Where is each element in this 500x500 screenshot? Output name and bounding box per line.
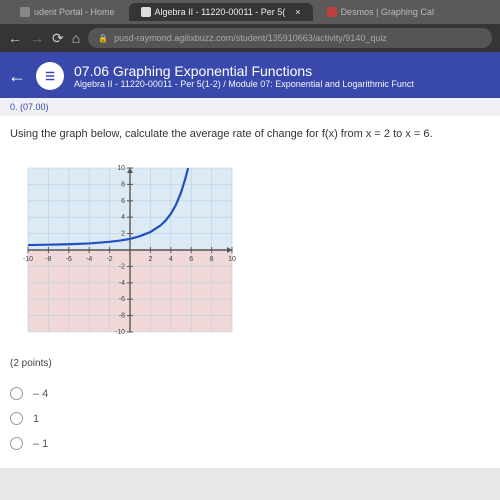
tab-icon	[141, 7, 151, 17]
svg-text:8: 8	[210, 256, 214, 263]
svg-text:-8: -8	[119, 313, 125, 320]
option-label: – 4	[33, 388, 48, 400]
svg-text:-10: -10	[23, 256, 33, 263]
option-label: 1	[33, 413, 39, 425]
home-icon[interactable]: ⌂	[72, 30, 80, 46]
url-bar[interactable]: 🔒 pusd-raymond.agilixbuzz.com/student/13…	[88, 28, 492, 48]
svg-text:-8: -8	[45, 256, 51, 263]
svg-text:6: 6	[121, 198, 125, 205]
tab-label: udent Portal - Home	[34, 7, 115, 17]
tab-portal[interactable]: udent Portal - Home	[8, 3, 127, 21]
tab-desmos[interactable]: Desmos | Graphing Cal	[315, 3, 446, 21]
graph: -10 -8 -6 -4 -2 2 4 6 8 10 -10 -8 -6 -4 -2 2 4 6 8 10	[10, 150, 250, 350]
svg-text:2: 2	[121, 231, 125, 238]
course-title: 07.06 Graphing Exponential Functions	[74, 63, 414, 79]
option-a[interactable]: – 4	[10, 381, 490, 406]
tab-icon	[327, 7, 337, 17]
forward-arrow-icon[interactable]: →	[30, 30, 44, 46]
points-label: (2 points)	[10, 358, 490, 369]
svg-text:-4: -4	[119, 280, 125, 287]
question-meta: 0. (07.00)	[0, 98, 500, 116]
url-text: pusd-raymond.agilixbuzz.com/student/1359…	[114, 33, 387, 43]
svg-text:2: 2	[148, 256, 152, 263]
svg-text:-2: -2	[119, 263, 125, 270]
radio-icon[interactable]	[10, 412, 23, 425]
back-arrow-icon[interactable]: ←	[8, 30, 22, 46]
tab-algebra[interactable]: Algebra II - 11220-00011 - Per 5( ×	[129, 3, 313, 21]
course-back-icon[interactable]: ←	[8, 66, 26, 87]
svg-text:10: 10	[117, 165, 125, 172]
svg-text:-2: -2	[106, 256, 112, 263]
answer-options: – 4 1 – 1	[10, 381, 490, 456]
tab-label: Desmos | Graphing Cal	[341, 7, 434, 17]
svg-text:-4: -4	[86, 256, 92, 263]
close-icon[interactable]: ×	[295, 7, 300, 17]
svg-text:4: 4	[121, 214, 125, 221]
nav-bar: ← → ⟳ ⌂ 🔒 pusd-raymond.agilixbuzz.com/st…	[0, 24, 500, 52]
svg-text:10: 10	[228, 256, 236, 263]
course-subtitle: Algebra II - 11220-00011 - Per 5(1-2) / …	[74, 79, 414, 89]
course-header: ← ☰ 07.06 Graphing Exponential Functions…	[0, 52, 500, 98]
svg-text:4: 4	[169, 256, 173, 263]
list-icon: ☰	[45, 70, 55, 83]
course-icon: ☰	[36, 62, 64, 90]
tab-icon	[20, 7, 30, 17]
browser-tabs: udent Portal - Home Algebra II - 11220-0…	[0, 0, 500, 24]
option-label: – 1	[33, 438, 48, 450]
svg-text:-6: -6	[66, 256, 72, 263]
content-area: Using the graph below, calculate the ave…	[0, 116, 500, 468]
option-c[interactable]: – 1	[10, 431, 490, 456]
reload-icon[interactable]: ⟳	[52, 30, 64, 47]
svg-text:8: 8	[121, 181, 125, 188]
radio-icon[interactable]	[10, 387, 23, 400]
radio-icon[interactable]	[10, 437, 23, 450]
lock-icon: 🔒	[98, 34, 108, 43]
tab-label: Algebra II - 11220-00011 - Per 5(	[155, 7, 286, 17]
svg-text:6: 6	[189, 256, 193, 263]
question-text: Using the graph below, calculate the ave…	[10, 128, 490, 140]
option-b[interactable]: 1	[10, 406, 490, 431]
svg-text:-6: -6	[119, 296, 125, 303]
svg-text:-10: -10	[115, 329, 125, 336]
